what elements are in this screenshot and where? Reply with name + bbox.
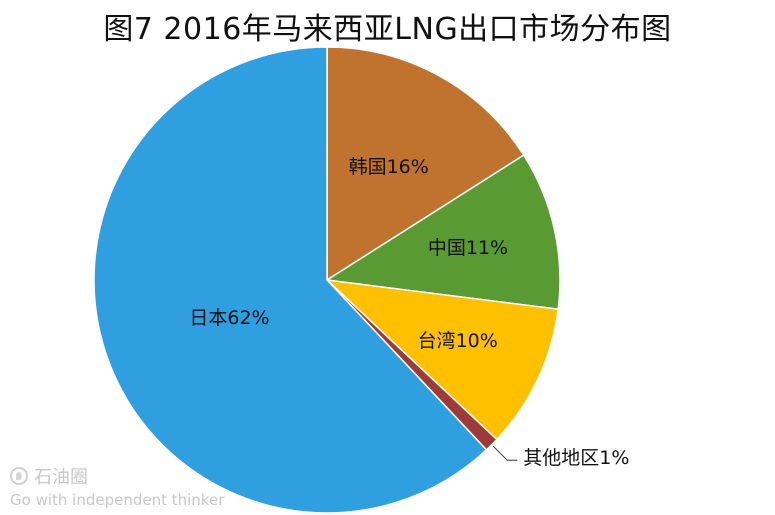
pie-slice-2 xyxy=(324,278,559,441)
watermark: 石油圈 Go with independent thinker xyxy=(10,463,224,509)
pie-slice-4 xyxy=(93,46,488,514)
slice-label-4: 日本62% xyxy=(189,307,269,329)
watermark-tagline: Go with independent thinker xyxy=(10,491,225,509)
slice-label-1: 中国11% xyxy=(428,237,508,259)
slice-label-0: 韩国16% xyxy=(349,156,429,178)
watermark-logo: 石油圈 xyxy=(10,463,224,489)
slice-label-2: 台湾10% xyxy=(418,330,498,352)
slice-label-3: 其他地区1% xyxy=(523,447,629,469)
pie-slice-0 xyxy=(326,46,525,282)
callout-line-3 xyxy=(492,445,518,461)
logo-icon xyxy=(10,467,28,485)
pie-slice-1 xyxy=(324,154,561,311)
watermark-brand: 石油圈 xyxy=(34,467,88,488)
chart-title: 图7 2016年马来西亚LNG出口市场分布图 xyxy=(103,12,672,47)
